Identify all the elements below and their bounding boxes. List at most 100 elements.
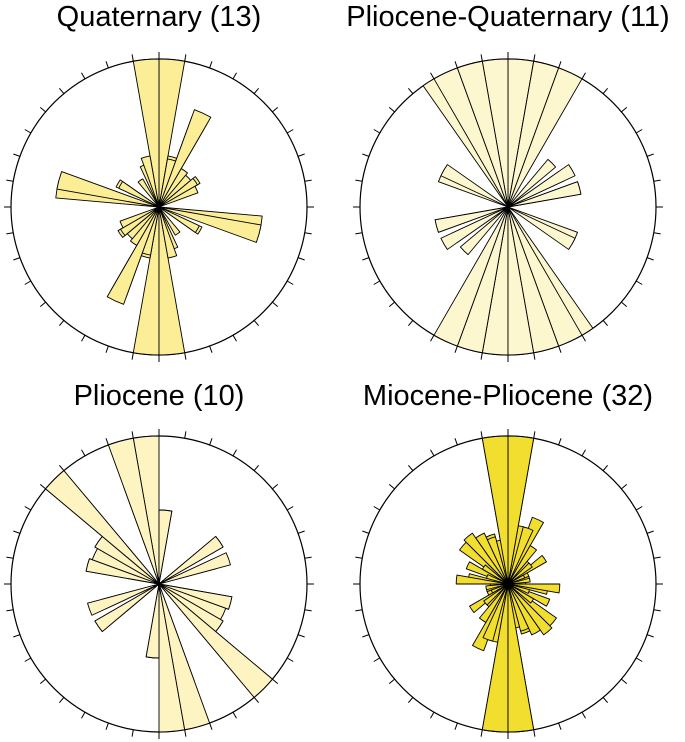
rose-petal [507,583,541,636]
azimuth-tick [286,506,294,511]
azimuth-tick [286,657,294,662]
azimuth-tick [6,232,14,235]
rose-petal [507,583,553,636]
rose-petal [440,164,509,208]
azimuth-tick [480,431,483,439]
rose-panel-pliocene-quaternary: Pliocene-Quaternary (11) [346,1,670,362]
azimuth-tick [24,506,32,511]
azimuth-tick [131,54,134,62]
rose-panel-miocene-pliocene: Miocene-Pliocene (32) [353,380,663,739]
azimuth-tick [558,345,562,353]
rose-petal [119,206,160,229]
azimuth-tick [533,729,536,737]
azimuth-tick [232,334,237,342]
rose-petal [507,545,537,585]
azimuth-tick [533,54,536,62]
azimuth-tick [6,179,14,182]
azimuth-tick [355,232,363,235]
azimuth-tick [635,657,643,662]
azimuth-tick [558,61,562,69]
rose-petal [507,583,561,594]
rose-petal [120,206,160,236]
rose-petal [507,206,576,250]
rose-petal [158,552,231,585]
rose-petal [479,583,509,623]
rose-petal [158,206,181,236]
azimuth-tick [297,257,305,261]
azimuth-tick [355,556,363,559]
azimuth-tick [272,301,279,308]
rose-center-point [156,204,162,210]
azimuth-tick [209,61,213,69]
azimuth-tick [184,352,187,360]
azimuth-ticks [353,52,663,362]
azimuth-tick [232,711,237,719]
rose-petal [158,535,224,585]
rose-petal [158,509,173,585]
rose-petal [440,206,509,250]
azimuth-ticks [353,429,663,739]
rose-petal [507,181,582,208]
azimuth-tick [653,232,661,235]
azimuth-tick [286,129,294,134]
azimuth-tick [24,657,32,662]
azimuth-tick [24,280,32,285]
rose-petal [507,583,535,733]
azimuth-tick [581,334,586,342]
rose-petal [483,583,509,606]
azimuth-tick [373,506,381,511]
rose-petal [485,583,509,591]
rose-petal [158,206,200,233]
azimuth-tick [646,634,654,638]
azimuth-tick [558,438,562,446]
azimuth-tick [454,61,458,69]
azimuth-tick [209,722,213,730]
rose-petal [45,470,160,585]
azimuth-tick [209,438,213,446]
azimuth-tick [480,54,483,62]
azimuth-tick [430,72,435,80]
rose-petal [463,532,509,585]
azimuth-tick [635,280,643,285]
rose-petal [507,158,557,208]
rose-petal [507,67,583,208]
azimuth-tick [39,678,46,685]
azimuth-tick [131,352,134,360]
rose-petal [481,564,509,585]
azimuth-tick [646,530,654,534]
rose-petal [507,562,533,585]
rose-petal [145,583,160,659]
azimuth-tick [209,345,213,353]
azimuth-tick [362,153,370,157]
azimuth-tick [355,609,363,612]
rose-center-point [156,581,162,587]
azimuth-tick [454,345,458,353]
azimuth-tick [184,729,187,737]
rose-petal [472,583,509,652]
azimuth-tick [105,61,109,69]
panel-title: Pliocene-Quaternary (11) [346,1,669,33]
rose-petal [486,574,509,585]
azimuth-tick [653,179,661,182]
rose-petal [507,206,560,354]
azimuth-tick [297,634,305,638]
rose-panel-pliocene: Pliocene (10) [4,380,314,739]
rose-petal [507,164,576,208]
azimuth-tick [653,556,661,559]
rose-center-point [505,581,511,587]
rose-petal [87,583,160,616]
azimuth-tick [635,506,643,511]
azimuth-tick [304,232,312,235]
azimuth-tick [388,301,395,308]
azimuth-tick [621,483,628,490]
azimuth-tick [253,697,260,704]
rose-center-point [505,204,511,210]
azimuth-tick [635,129,643,134]
azimuth-tick [533,352,536,360]
azimuth-tick [621,301,628,308]
rose-petal [434,206,509,233]
rose-petal [137,178,160,208]
azimuth-tick [105,722,109,730]
azimuth-tick [81,72,86,80]
rose-petal [507,583,530,594]
